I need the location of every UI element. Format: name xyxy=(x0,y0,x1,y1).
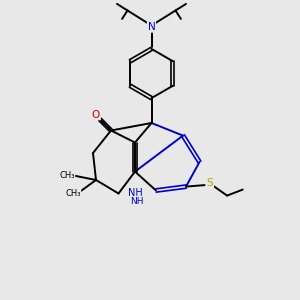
Text: N: N xyxy=(148,22,155,32)
Text: O: O xyxy=(92,110,100,120)
Text: CH₃: CH₃ xyxy=(65,189,81,198)
Text: S: S xyxy=(207,178,213,188)
Text: NH: NH xyxy=(128,196,142,206)
Text: NH: NH xyxy=(130,197,143,206)
Text: CH₃: CH₃ xyxy=(59,171,75,180)
Text: NH: NH xyxy=(128,188,142,199)
